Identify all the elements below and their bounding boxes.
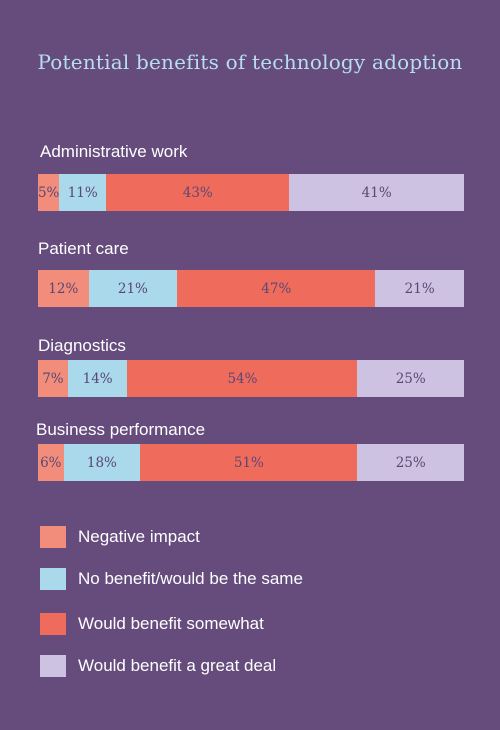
bar-segment: 25% xyxy=(357,444,464,481)
legend-item-negative-impact: Negative impact xyxy=(40,525,200,549)
bar-segment: 25% xyxy=(357,360,464,397)
bar-segment: 47% xyxy=(177,270,376,307)
bar-business-performance: 6% 18% 51% 25% xyxy=(38,444,464,481)
chart-title: Potential benefits of technology adoptio… xyxy=(37,50,463,74)
legend-label: Would benefit somewhat xyxy=(78,614,264,633)
bar-segment: 21% xyxy=(88,270,178,307)
legend-label: Would benefit a great deal xyxy=(78,656,277,675)
bar-segment: 14% xyxy=(67,360,128,397)
legend-label: No benefit/would be the same xyxy=(78,569,303,588)
bar-segment: 21% xyxy=(375,270,464,307)
legend-item-no-benefit: No benefit/would be the same xyxy=(40,567,303,591)
bar-segment: 7% xyxy=(38,360,68,397)
bar-segment: 51% xyxy=(140,444,358,481)
category-label-business-performance: Business performance xyxy=(36,420,206,439)
bar-segment: 18% xyxy=(63,444,141,481)
legend-item-benefit-great-deal: Would benefit a great deal xyxy=(40,654,276,678)
legend-item-benefit-somewhat: Would benefit somewhat xyxy=(40,612,264,636)
bar-patient-care: 12% 21% 47% 21% xyxy=(38,270,464,307)
category-label-patient-care: Patient care xyxy=(38,239,129,258)
bar-segment: 12% xyxy=(38,270,89,307)
bar-administrative-work: 5% 11% 43% 41% xyxy=(38,174,464,211)
bar-segment: 5% xyxy=(38,174,60,211)
bar-segment: 54% xyxy=(127,360,358,397)
bar-segment: 11% xyxy=(59,174,107,211)
bar-segment: 6% xyxy=(38,444,64,481)
legend-swatch xyxy=(40,613,66,635)
bar-segment: 43% xyxy=(106,174,290,211)
bar-diagnostics: 7% 14% 54% 25% xyxy=(38,360,464,397)
legend-swatch xyxy=(40,655,66,677)
legend-label: Negative impact xyxy=(78,527,200,546)
legend-swatch xyxy=(40,526,66,548)
category-label-diagnostics: Diagnostics xyxy=(38,336,126,355)
category-label-administrative-work: Administrative work xyxy=(40,142,188,161)
legend-swatch xyxy=(40,568,66,590)
bar-segment: 41% xyxy=(289,174,464,211)
